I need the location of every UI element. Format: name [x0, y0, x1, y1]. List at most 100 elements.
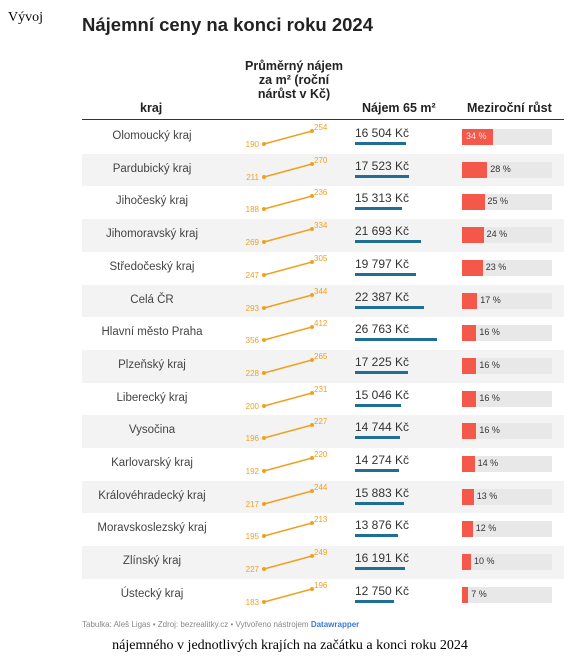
growth-bar — [462, 456, 475, 472]
start-point — [262, 501, 266, 506]
region-name: Liberecký kraj — [116, 391, 188, 404]
rent-value: 16 504 Kč — [355, 126, 410, 140]
start-value-label: 192 — [246, 467, 260, 476]
growth-label: 7 % — [471, 588, 487, 599]
end-point — [310, 554, 314, 559]
region-name: Plzeňský kraj — [118, 358, 186, 371]
rent-bar — [355, 469, 399, 472]
rent-bar — [355, 240, 422, 244]
slope-line — [263, 457, 313, 472]
end-value-label: 334 — [314, 221, 328, 230]
growth-bar — [462, 161, 488, 178]
slope-chart: 211 270 — [246, 156, 328, 182]
start-point — [262, 534, 266, 539]
start-value-label: 188 — [246, 205, 260, 214]
start-value-label: 211 — [246, 173, 259, 182]
growth-track — [462, 259, 552, 276]
growth-track — [462, 227, 552, 244]
rent-value: 14 744 Kč — [355, 420, 410, 435]
start-point — [262, 403, 266, 408]
table-row: Liberecký kraj 200 231 15 046 Kč 16 % — [82, 383, 564, 416]
rent-value: 26 763 Kč — [355, 322, 410, 337]
slope-chart: 200 231 — [246, 385, 328, 411]
source-note: Tabulka: Aleš Ligas • Zdroj: bezrealitky… — [82, 620, 359, 629]
rent-value: 13 876 Kč — [355, 518, 410, 533]
slope-chart: 188 236 — [246, 188, 328, 214]
start-point — [262, 174, 266, 179]
growth-bar — [462, 129, 493, 145]
slope-line — [263, 359, 313, 374]
page-label: Vývoj — [8, 10, 43, 25]
slope-chart: 356 412 — [246, 319, 328, 345]
end-point — [310, 129, 314, 133]
start-value-label: 190 — [246, 140, 260, 149]
figure-caption: nájemného v jednotlivých krajích na začá… — [112, 638, 468, 653]
table-row: Plzeňský kraj 228 265 17 225 Kč 16 % — [82, 349, 564, 383]
slope-line — [263, 228, 313, 243]
end-point — [310, 161, 314, 166]
end-value-label: 236 — [314, 188, 328, 197]
start-point — [262, 436, 266, 441]
end-point — [310, 521, 314, 526]
rent-value: 15 313 Kč — [355, 191, 410, 206]
slope-chart: 192 220 — [246, 450, 328, 476]
region-name: Celá ČR — [130, 293, 174, 306]
region-name: Pardubický kraj — [112, 162, 192, 175]
end-point — [310, 488, 314, 493]
region-name: Vysočina — [128, 424, 176, 437]
end-point — [310, 259, 314, 264]
slope-line — [263, 261, 313, 276]
start-point — [262, 240, 266, 245]
table-row: Pardubický kraj 211 270 17 523 Kč 28 % — [82, 153, 564, 187]
start-point — [262, 469, 266, 473]
table-row: Středočeský kraj 247 305 19 797 Kč 23 % — [82, 252, 564, 285]
rent-value: 15 883 Kč — [355, 485, 410, 500]
growth-bar — [462, 194, 485, 211]
growth-label: 16 % — [479, 327, 500, 338]
slope-line — [263, 489, 313, 505]
table-row: Královéhradecký kraj 217 244 15 883 Kč 13 % — [82, 480, 564, 514]
datawrapper-link[interactable]: Datawrapper — [310, 620, 360, 629]
start-point — [262, 272, 266, 277]
growth-bar — [462, 259, 483, 276]
slope-line — [263, 588, 313, 603]
end-value-label: 344 — [314, 287, 328, 296]
end-value-label: 305 — [314, 254, 328, 263]
header-divider — [82, 119, 564, 120]
table-row: Jihomoravský kraj 269 334 21 693 Kč 24 % — [82, 219, 564, 252]
region-name: Královéhradecký kraj — [98, 489, 206, 502]
start-value-label: 217 — [246, 500, 260, 509]
end-value-label: 213 — [314, 515, 328, 524]
rent-bar — [355, 272, 416, 276]
rent-value: 22 387 Kč — [355, 289, 410, 304]
start-point — [262, 599, 266, 604]
column-header-rent-65m2: Nájem 65 m² — [362, 101, 436, 115]
rent-value: 16 191 Kč — [355, 551, 410, 566]
growth-bar — [462, 423, 477, 440]
growth-bar — [462, 292, 478, 309]
slope-chart: 196 227 — [246, 417, 328, 443]
growth-label: 12 % — [475, 523, 497, 534]
start-point — [262, 370, 266, 375]
slope-line — [263, 424, 313, 440]
slope-line — [263, 162, 313, 178]
growth-label: 17 % — [480, 294, 501, 305]
region-name: Karlovarský kraj — [111, 457, 193, 469]
region-name: Zlínský kraj — [122, 555, 182, 568]
growth-track — [462, 194, 552, 211]
rent-value: 17 225 Kč — [355, 354, 410, 369]
rent-bar — [355, 305, 424, 309]
start-value-label: 195 — [246, 532, 260, 541]
rent-bar — [355, 403, 402, 407]
growth-label: 24 % — [486, 229, 508, 240]
growth-track — [462, 357, 552, 374]
slope-line — [263, 130, 313, 145]
column-header-yoy-growth: Meziroční růst — [467, 101, 552, 115]
growth-track — [462, 554, 552, 571]
rent-value: 19 797 Kč — [355, 256, 410, 271]
growth-label: 25 % — [487, 196, 509, 207]
slope-chart: 228 265 — [246, 352, 328, 378]
rent-bar — [355, 174, 409, 178]
end-value-label: 196 — [314, 581, 328, 590]
table-row: Vysočina 196 227 14 744 Kč 16 % — [82, 415, 564, 448]
